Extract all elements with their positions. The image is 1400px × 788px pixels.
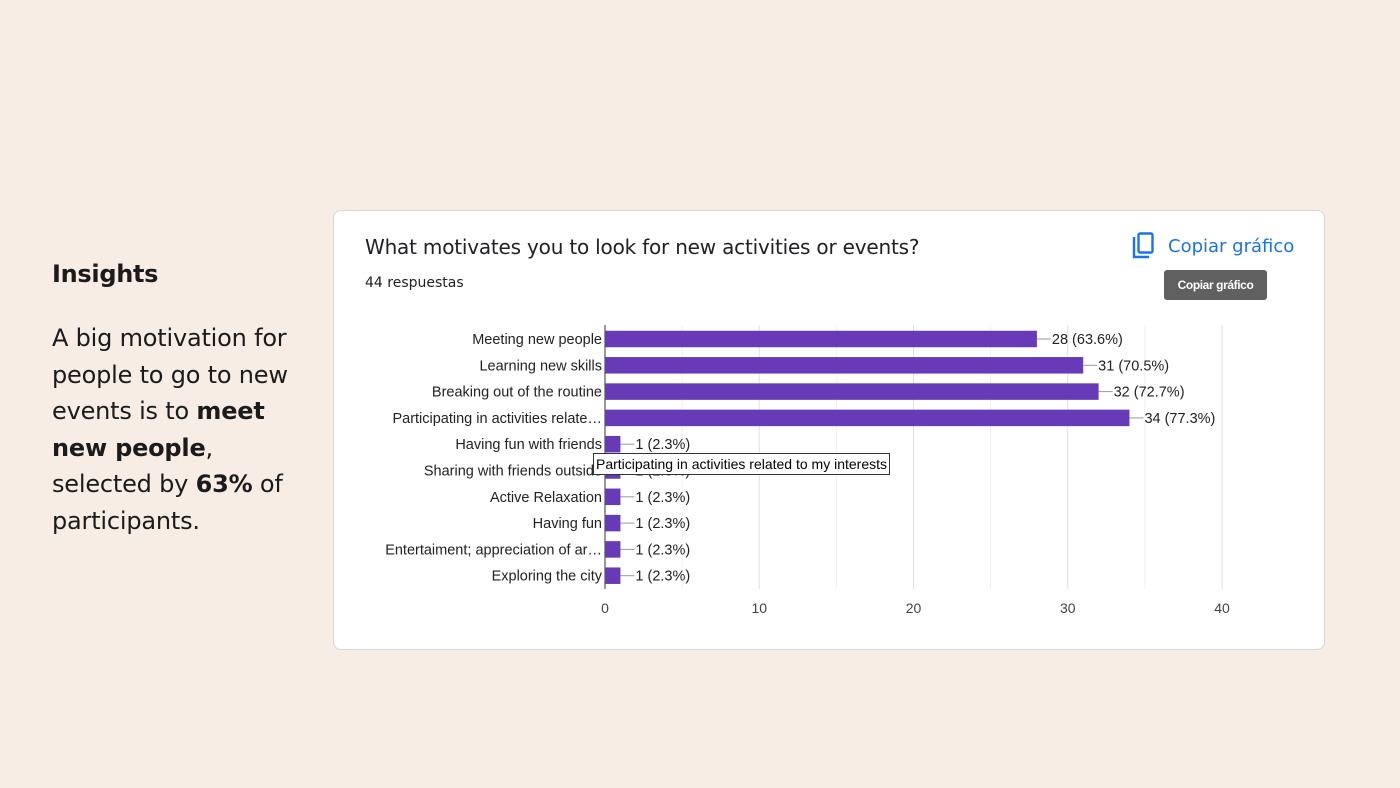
category-label: Meeting new people — [472, 332, 602, 348]
data-label: 1 (2.3%) — [635, 516, 690, 532]
bar — [605, 514, 621, 532]
response-count: 44 respuestas — [365, 275, 464, 291]
data-label: 34 (77.3%) — [1144, 411, 1215, 427]
bar — [605, 357, 1084, 374]
question-title: What motivates you to look for new activ… — [365, 235, 920, 259]
copy-chart-tooltip: Copiar gráfico — [1164, 270, 1267, 300]
copy-chart-label: Copiar gráfico — [1168, 235, 1295, 257]
data-label: 28 (63.6%) — [1052, 332, 1123, 348]
bar-chart: 0 10 20 30 40 Meeting new people 28 (63.6%) Lea… — [385, 325, 1230, 616]
data-label: 32 (72.7%) — [1114, 385, 1185, 401]
x-tick-label: 20 — [906, 600, 922, 616]
bar — [605, 435, 621, 453]
x-tick-label: 0 — [601, 600, 609, 616]
category-label: Sharing with friends outside — [424, 464, 602, 480]
bar-hover-tooltip: Participating in activities related to m… — [593, 453, 891, 475]
category-label: Entertaiment; appreciation of ar… — [385, 542, 602, 558]
data-label: 1 (2.3%) — [635, 437, 690, 453]
bar — [605, 567, 621, 584]
data-label: 1 (2.3%) — [635, 542, 690, 558]
insights-heading: Insights — [52, 260, 159, 288]
x-tick-label: 40 — [1214, 600, 1230, 616]
x-tick-label: 30 — [1060, 600, 1076, 616]
category-label: Participating in activities relate… — [392, 411, 602, 427]
bar — [605, 330, 1037, 348]
data-label: 1 (2.3%) — [635, 569, 690, 585]
bar — [605, 488, 621, 506]
data-label: 31 (70.5%) — [1098, 358, 1169, 374]
category-label: Having fun with friends — [455, 437, 602, 453]
category-label: Having fun — [533, 516, 602, 532]
category-label: Learning new skills — [479, 358, 602, 374]
data-label: 1 (2.3%) — [635, 490, 690, 506]
copy-icon — [1132, 232, 1154, 259]
chart-card: What motivates you to look for new activ… — [333, 210, 1325, 650]
x-tick-label: 10 — [751, 600, 767, 616]
insights-panel: Insights A big motivation for people to … — [52, 260, 312, 539]
category-label: Breaking out of the routine — [432, 385, 602, 401]
category-label: Exploring the city — [492, 569, 603, 585]
insights-text: A big motivation for people to go to new… — [52, 324, 288, 535]
bar — [605, 383, 1099, 400]
bar — [605, 409, 1130, 427]
copy-chart-button[interactable]: Copiar gráfico — [1130, 229, 1294, 263]
category-label: Active Relaxation — [490, 490, 602, 506]
bar — [605, 541, 621, 558]
